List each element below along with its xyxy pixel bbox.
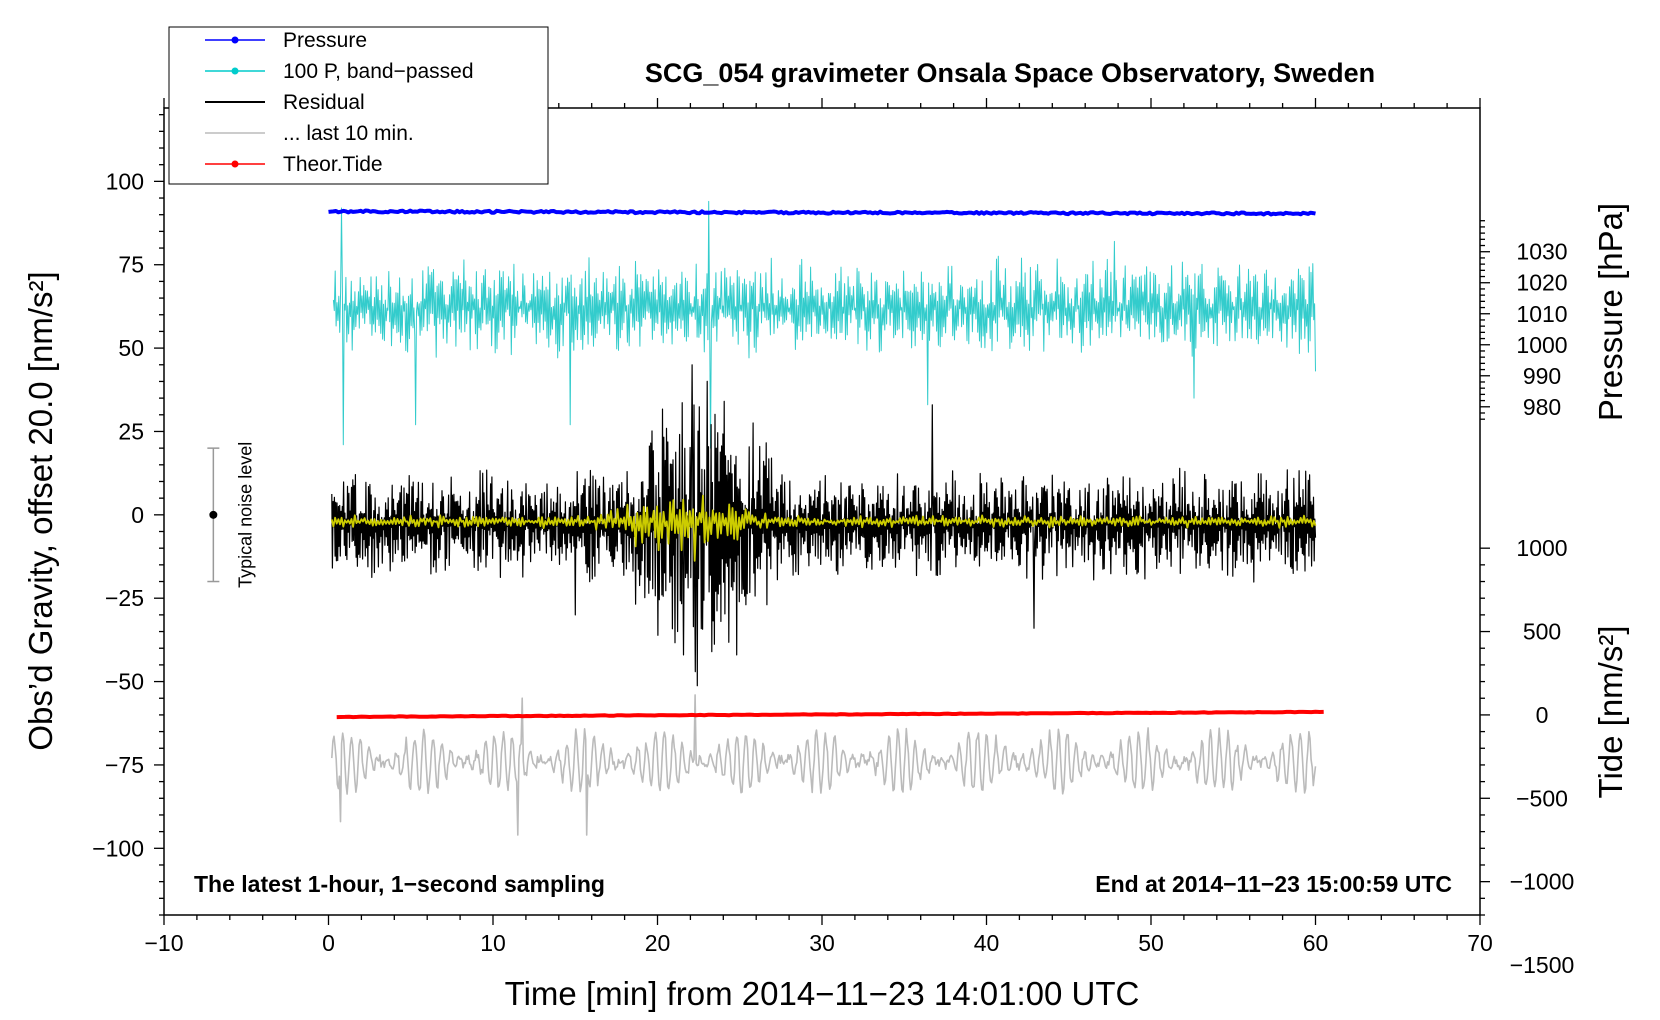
tide-tick-label: 500: [1523, 619, 1561, 645]
legend-marker: [231, 160, 239, 168]
noise-center-dot: [209, 510, 218, 519]
pressure-tick-label: 1000: [1516, 332, 1567, 358]
legend-marker: [231, 36, 239, 44]
y-axis-left: −100 −75 −50 −25 0 25 50 75 100: [92, 114, 164, 916]
series-100-p-band-passed: [332, 200, 1316, 449]
y-tick-label: −100: [92, 835, 144, 861]
y-tick-label: 100: [106, 168, 144, 194]
tide-axis-title: Tide [nm/s²]: [1592, 626, 1629, 799]
series-residual-filtered: [330, 494, 1317, 562]
y-tick-label: 75: [118, 252, 144, 278]
x-tick-label: 40: [974, 930, 1000, 956]
legend-box: [168, 26, 549, 185]
tide-tick-label: −1000: [1510, 869, 1575, 895]
annotation-end-time: End at 2014−11−23 15:00:59 UTC: [1095, 871, 1452, 897]
x-tick-label: 30: [809, 930, 835, 956]
y-tick-label: 0: [131, 502, 144, 528]
y-tick-label: −50: [105, 669, 144, 695]
legend-label: Residual: [283, 91, 365, 114]
series-last-10-min: [331, 694, 1317, 836]
tide-tick-label: −500: [1516, 785, 1568, 811]
legend: Pressure 100 P, band−passed Residual ... la…: [168, 26, 549, 185]
series-pressure: [328, 208, 1316, 217]
legend-label: Pressure: [283, 29, 367, 52]
y-tick-label: −25: [105, 585, 144, 611]
legend-label: 100 P, band−passed: [283, 60, 474, 83]
noise-level-indicator: Typical noise level: [207, 442, 255, 588]
plot-area: Typical noise level: [163, 107, 1481, 916]
pressure-tick-label: 980: [1523, 394, 1561, 420]
noise-label: Typical noise level: [235, 442, 255, 588]
legend-marker: [231, 67, 239, 75]
legend-label: ... last 10 min.: [283, 122, 414, 145]
x-tick-label: 20: [645, 930, 671, 956]
pressure-tick-label: 1030: [1516, 239, 1567, 265]
series-layer: [328, 200, 1324, 836]
x-tick-label: 50: [1138, 930, 1164, 956]
x-tick-label: 10: [480, 930, 506, 956]
pressure-tick-label: 1010: [1516, 301, 1567, 327]
tide-tick-label: 1000: [1516, 535, 1567, 561]
annotation-sampling: The latest 1-hour, 1−second sampling: [194, 871, 605, 897]
y-axis-right: 980 990 1000 1010 1020 1030 −1500 −1000 −500 0 500…: [1480, 220, 1575, 978]
legend-label: Theor.Tide: [283, 153, 383, 176]
x-tick-label: 70: [1467, 930, 1493, 956]
x-tick-label: −10: [144, 930, 183, 956]
x-axis: −10 0 10 20 30 40 50 60 70: [144, 98, 1493, 956]
chart-title: SCG_054 gravimeter Onsala Space Observat…: [645, 58, 1375, 88]
y-tick-label: −75: [105, 752, 144, 778]
tide-tick-label: 0: [1536, 702, 1549, 728]
tide-tick-label: −1500: [1510, 952, 1575, 978]
pressure-tick-label: 1020: [1516, 270, 1567, 296]
y-axis-left-title: Obs’d Gravity, offset 20.0 [nm/s²]: [22, 271, 59, 750]
y-tick-label: 50: [118, 335, 144, 361]
pressure-tick-label: 990: [1523, 363, 1561, 389]
y-tick-label: 25: [118, 418, 144, 444]
x-tick-label: 0: [322, 930, 335, 956]
x-tick-label: 60: [1303, 930, 1329, 956]
x-axis-title: Time [min] from 2014−11−23 14:01:00 UTC: [505, 975, 1140, 1012]
series-theor-tide: [336, 709, 1324, 720]
pressure-axis-title: Pressure [hPa]: [1592, 203, 1629, 421]
